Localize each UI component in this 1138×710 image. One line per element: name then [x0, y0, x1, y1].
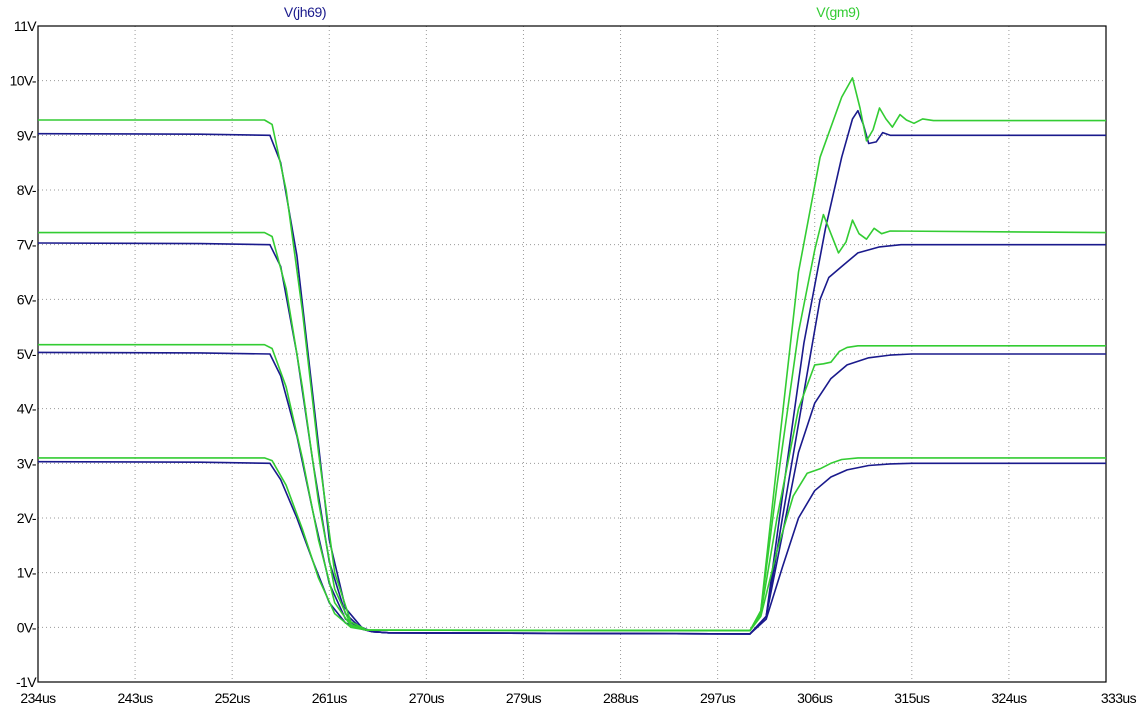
x-tick-label: 252us: [215, 690, 251, 706]
x-tick-label: 315us: [894, 690, 930, 706]
series-layer: [37, 77, 1107, 635]
series-line-7: [38, 457, 1106, 632]
x-tick-label: 297us: [700, 690, 736, 706]
x-tick-label: 324us: [991, 690, 1027, 706]
x-tick-label: 261us: [312, 690, 348, 706]
x-tick-label: 306us: [797, 690, 833, 706]
series-line-1: [37, 242, 1106, 635]
y-tick-label: 5V-: [17, 346, 37, 362]
y-tick-label: 4V-: [17, 401, 37, 417]
legend: V(jh69) V(gm9): [284, 4, 860, 20]
y-tick-label: 11V: [14, 18, 37, 34]
axis-ticks: -1V 0V- 1V- 2V- 3V- 4V- 5V- 6V- 7V- 8V- 9V- 10V- 11V…: [10, 18, 1138, 706]
series-line-5: [38, 213, 1107, 632]
y-tick-label: 3V-: [17, 455, 37, 471]
series-line-3: [37, 460, 1106, 635]
y-tick-label: 8V-: [17, 182, 37, 198]
x-tick-label: 234us: [20, 690, 56, 706]
x-tick-label: 270us: [409, 690, 445, 706]
series-line-2: [37, 351, 1106, 635]
series-line-4: [38, 77, 1106, 632]
y-tick-label: 6V-: [17, 291, 37, 307]
x-tick-label: 279us: [506, 690, 542, 706]
x-tick-label: 243us: [118, 690, 154, 706]
y-tick-label: -1V: [16, 674, 37, 690]
legend-entry: V(gm9): [816, 4, 860, 20]
legend-entry: V(jh69): [284, 4, 326, 20]
series-line-6: [38, 343, 1106, 632]
y-tick-label: 0V-: [17, 619, 37, 635]
y-tick-label: 9V-: [17, 127, 37, 143]
y-tick-label: 7V-: [17, 237, 37, 253]
series-line-0: [37, 109, 1106, 635]
x-tick-label: 288us: [603, 690, 639, 706]
y-tick-label: 1V-: [17, 565, 37, 581]
x-tick-label: 333us: [1101, 690, 1137, 706]
y-tick-label: 10V-: [10, 73, 37, 89]
y-tick-label: 2V-: [17, 510, 37, 526]
